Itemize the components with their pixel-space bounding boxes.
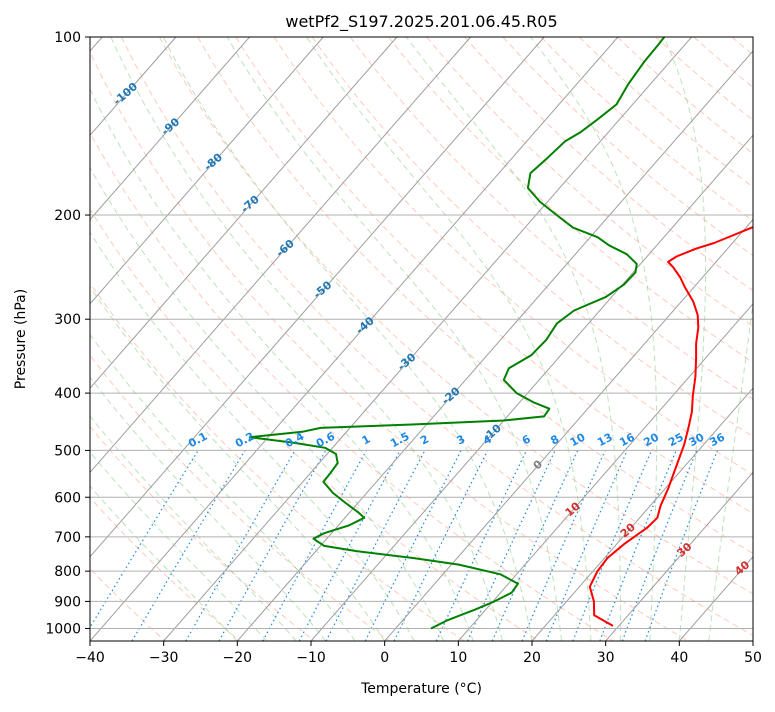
y-tick-label: 400 xyxy=(54,386,81,402)
x-tick-label: 30 xyxy=(597,650,615,666)
x-tick-label: −30 xyxy=(149,650,179,666)
y-tick-label: 900 xyxy=(54,594,81,610)
y-tick-label: 300 xyxy=(54,312,81,328)
x-tick-label: 50 xyxy=(744,650,762,666)
x-axis-label: Temperature (°C) xyxy=(360,681,482,697)
x-tick-label: 10 xyxy=(449,650,467,666)
y-tick-label: 1000 xyxy=(45,621,81,637)
x-tick-label: 20 xyxy=(523,650,541,666)
x-tick-label: −20 xyxy=(223,650,253,666)
y-tick-label: 200 xyxy=(54,208,81,224)
y-axis-label: Pressure (hPa) xyxy=(13,289,29,389)
y-tick-label: 500 xyxy=(54,443,81,459)
y-tick-label: 600 xyxy=(54,490,81,506)
y-tick-label: 800 xyxy=(54,564,81,580)
x-tick-label: −10 xyxy=(296,650,326,666)
x-tick-label: 0 xyxy=(380,650,389,666)
chart-title: wetPf2_S197.2025.201.06.45.R05 xyxy=(285,12,557,32)
x-tick-label: 40 xyxy=(670,650,688,666)
x-tick-label: −40 xyxy=(75,650,105,666)
y-tick-label: 100 xyxy=(54,30,81,46)
y-tick-label: 700 xyxy=(54,530,81,546)
